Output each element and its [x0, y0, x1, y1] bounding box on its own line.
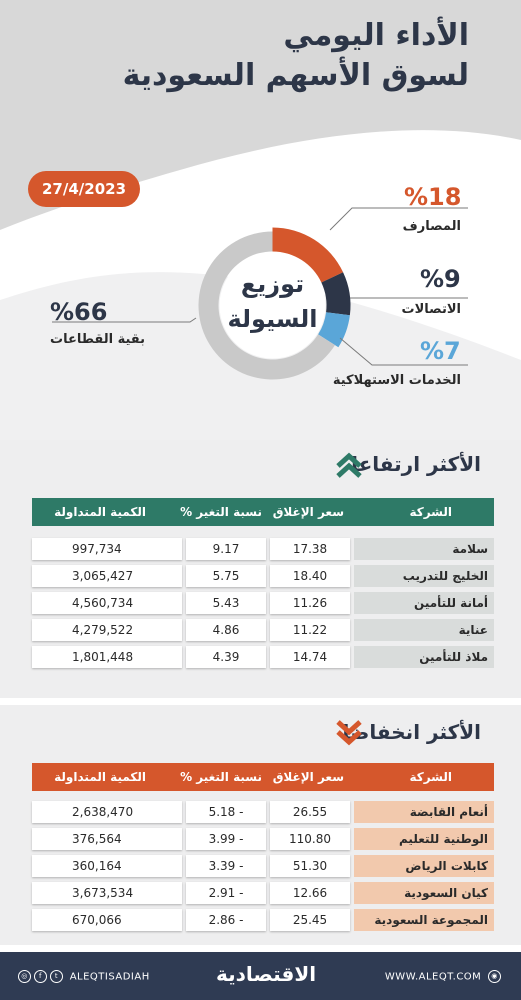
close-price: 25.45: [270, 909, 350, 931]
traded-volume: 2,638,470: [32, 801, 182, 823]
segment-pct-consumer: %7: [420, 337, 461, 365]
table-row: عناية 11.22 4.86 4,279,522: [32, 619, 494, 641]
company-name: الوطنية للتعليم: [354, 828, 494, 850]
col-change: نسبة التغير %: [180, 770, 262, 784]
website-text[interactable]: WWW.ALEQT.COM: [384, 971, 482, 983]
liquidity-donut-chart: [198, 227, 351, 380]
company-name: كيان السعودية: [354, 882, 494, 904]
donut-center-line1: توزيع: [240, 270, 305, 298]
brand-logo: الاقتصادية: [216, 962, 317, 986]
col-close: سعر الإغلاق: [272, 505, 344, 519]
losers-section: [0, 705, 521, 945]
change-percent: - 2.91: [186, 882, 266, 904]
segment-pct-telecom: %9: [420, 265, 461, 293]
social-links: ◎ f t ALEQTISADIAH: [18, 970, 150, 983]
col-volume: الكمية المتداولة: [54, 770, 146, 784]
traded-volume: 1,801,448: [32, 646, 182, 668]
close-price: 51.30: [270, 855, 350, 877]
table-row: سلامة 17.38 9.17 997,734: [32, 538, 494, 560]
donut-segment-banks: [272, 227, 344, 283]
close-price: 17.38: [270, 538, 350, 560]
table-row: كيان السعودية 12.66- 2.91 3,673,534: [32, 882, 494, 904]
traded-volume: 670,066: [32, 909, 182, 931]
double-chevron-down-icon: [336, 720, 362, 746]
change-percent: - 3.99: [186, 828, 266, 850]
page-title-line1: الأداء اليومي: [283, 18, 469, 53]
col-volume: الكمية المتداولة: [54, 505, 146, 519]
change-percent: 4.39: [186, 646, 266, 668]
close-price: 11.22: [270, 619, 350, 641]
company-name: عناية: [354, 619, 494, 641]
company-name: كابلات الرياض: [354, 855, 494, 877]
col-close: سعر الإغلاق: [272, 770, 344, 784]
company-name: أنعام القابضة: [354, 801, 494, 823]
company-name: الخليج للتدريب: [354, 565, 494, 587]
donut-segment-others: [198, 231, 335, 380]
segment-label-others: بقية القطاعات: [50, 332, 146, 347]
table-row: أمانة للتأمين 11.26 5.43 4,560,734: [32, 592, 494, 614]
company-name: أمانة للتأمين: [354, 592, 494, 614]
page-title-line2: لسوق الأسهم السعودية: [122, 58, 469, 93]
change-percent: 5.75: [186, 565, 266, 587]
gainers-title: الأكثر ارتفاعا: [351, 452, 481, 476]
change-percent: 9.17: [186, 538, 266, 560]
leader-lines: [52, 207, 468, 366]
segment-label-telecom: الاتصالات: [401, 302, 461, 317]
close-price: 26.55: [270, 801, 350, 823]
close-price: 14.74: [270, 646, 350, 668]
footer-bar: ◎ f t ALEQTISADIAH الاقتصادية WWW.ALEQT.CO…: [0, 952, 521, 1000]
segment-label-consumer: الخدمات الاستهلاكية: [332, 373, 461, 388]
table-row: الوطنية للتعليم 110.80- 3.99 376,564: [32, 828, 494, 850]
donut-segment-consumer: [318, 312, 350, 348]
table-row: الخليج للتدريب 18.40 5.75 3,065,427: [32, 565, 494, 587]
change-percent: 5.43: [186, 592, 266, 614]
traded-volume: 997,734: [32, 538, 182, 560]
close-price: 18.40: [270, 565, 350, 587]
donut-center-line2: السيولة: [227, 305, 318, 333]
segment-pct-banks: %18: [404, 183, 462, 211]
gainers-table-header: الشركة سعر الإغلاق نسبة التغير % الكمية …: [32, 498, 494, 526]
date-badge: 27/4/2023: [28, 171, 140, 207]
traded-volume: 376,564: [32, 828, 182, 850]
company-name: ملاذ للتأمين: [354, 646, 494, 668]
traded-volume: 4,560,734: [32, 592, 182, 614]
col-company: الشركة: [409, 505, 452, 519]
close-price: 11.26: [270, 592, 350, 614]
col-company: الشركة: [409, 770, 452, 784]
traded-volume: 3,673,534: [32, 882, 182, 904]
website-link[interactable]: WWW.ALEQT.COM ◉: [385, 970, 501, 983]
traded-volume: 3,065,427: [32, 565, 182, 587]
table-row: المجموعة السعودية 25.45- 2.86 670,066: [32, 909, 494, 931]
losers-title: الأكثر انخفاضا: [342, 720, 481, 744]
company-name: المجموعة السعودية: [354, 909, 494, 931]
facebook-icon[interactable]: f: [34, 970, 47, 983]
double-chevron-up-icon: [336, 452, 362, 478]
twitter-icon[interactable]: t: [50, 970, 63, 983]
close-price: 12.66: [270, 882, 350, 904]
change-percent: 4.86: [186, 619, 266, 641]
col-change: نسبة التغير %: [180, 505, 262, 519]
donut-segment-telecom: [321, 272, 351, 316]
close-price: 110.80: [270, 828, 350, 850]
traded-volume: 4,279,522: [32, 619, 182, 641]
web-icon: ◉: [488, 970, 501, 983]
table-row: ملاذ للتأمين 14.74 4.39 1,801,448: [32, 646, 494, 668]
table-row: أنعام القابضة 26.55- 5.18 2,638,470: [32, 801, 494, 823]
segment-pct-others: %66: [50, 298, 108, 326]
instagram-icon[interactable]: ◎: [18, 970, 31, 983]
company-name: سلامة: [354, 538, 494, 560]
donut-center: [219, 252, 326, 359]
change-percent: - 2.86: [186, 909, 266, 931]
change-percent: - 5.18: [186, 801, 266, 823]
table-row: كابلات الرياض 51.30- 3.39 360,164: [32, 855, 494, 877]
change-percent: - 3.39: [186, 855, 266, 877]
traded-volume: 360,164: [32, 855, 182, 877]
social-handle[interactable]: ALEQTISADIAH: [69, 971, 150, 983]
losers-table-header: الشركة سعر الإغلاق نسبة التغير % الكمية …: [32, 763, 494, 791]
segment-label-banks: المصارف: [402, 219, 461, 234]
